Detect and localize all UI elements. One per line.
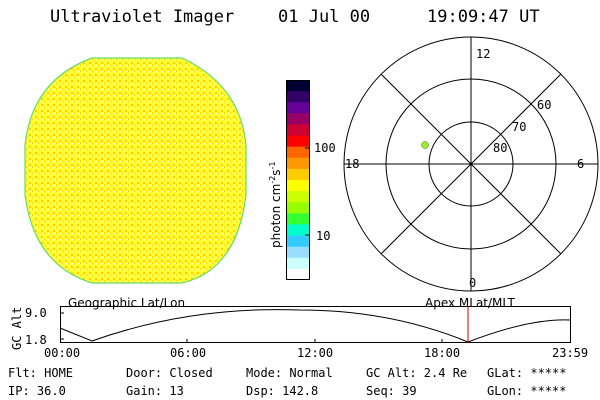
altitude-ylabel: GC Alt: [10, 306, 24, 350]
colorbar-tick-10: 10: [316, 229, 331, 243]
altitude-xtick-1800: 18:00: [424, 346, 461, 360]
altitude-ytick-1-8: 1.8: [25, 333, 47, 347]
altitude-curve: [59, 309, 572, 343]
colorbar-swatch: [286, 180, 310, 192]
colorbar-swatch: [286, 246, 310, 259]
colorbar-swatch: [286, 91, 310, 103]
polar-label-0: 0: [469, 276, 477, 290]
polar-label-12: 12: [476, 47, 491, 61]
colorbar-swatch: [286, 168, 310, 181]
altitude-xtick-2359: 23:59: [552, 346, 589, 360]
status-ip: IP: 36.0: [8, 384, 66, 398]
polar-lat-60: 60: [537, 98, 552, 112]
disk-edge: [24, 57, 247, 284]
polar-label-6: 6: [577, 157, 585, 171]
altitude-plot: [59, 306, 572, 343]
colorbar-label-main: photon cm: [269, 183, 283, 248]
date-label: 01 Jul 00: [278, 7, 371, 27]
colorbar-swatch: [286, 113, 310, 125]
colorbar-swatch: [286, 268, 310, 281]
colorbar-label-s: s: [269, 169, 283, 176]
colorbar-tick-marks: [305, 147, 310, 236]
altitude-ytick-9: 9.0: [25, 306, 47, 320]
status-gain: Gain: 13: [126, 384, 184, 398]
polar-lat-80: 80: [493, 141, 508, 155]
colorbar-swatch: [286, 102, 310, 114]
colorbar-swatch: [286, 224, 310, 237]
status-glon: GLon: *****: [487, 384, 567, 398]
instrument-title: Ultraviolet Imager: [50, 7, 235, 27]
polar-label-18: 18: [345, 157, 360, 171]
polar-plot: [343, 36, 599, 292]
colorbar-swatch: [286, 257, 310, 270]
status-mode: Mode: Normal: [246, 366, 333, 380]
status-glat: GLat: *****: [487, 366, 567, 380]
colorbar-label-exp2: -1: [268, 161, 277, 170]
colorbar-swatch: [286, 80, 310, 92]
time-label: 19:09:47 UT: [427, 7, 540, 27]
colorbar-swatch: [286, 135, 310, 148]
colorbar-swatch: [286, 124, 310, 137]
colorbar-label: photon cm-2s-1: [268, 161, 283, 248]
colorbar-label-exp1: -2: [268, 175, 277, 184]
status-filter: Flt: HOME: [8, 366, 74, 380]
uv-image-disk: [24, 57, 247, 284]
colorbar-swatch: [286, 202, 310, 214]
colorbar-swatch: [286, 146, 310, 159]
polar-lat-70: 70: [512, 120, 527, 134]
status-door: Door: Closed: [126, 366, 213, 380]
colorbar: [286, 80, 310, 281]
colorbar-swatch: [286, 191, 310, 203]
status-dsp: Dsp: 142.8: [246, 384, 319, 398]
altitude-xtick-1200: 12:00: [297, 346, 334, 360]
colorbar-swatch: [286, 235, 310, 248]
status-seq: Seq: 39: [366, 384, 417, 398]
altitude-xtick-0000: 00:00: [44, 346, 81, 360]
colorbar-swatch: [286, 213, 310, 225]
status-gc-alt: GC Alt: 2.4 Re: [366, 366, 468, 380]
colorbar-border: [286, 80, 310, 280]
polar-marker: [421, 141, 429, 149]
altitude-xtick-0600: 06:00: [170, 346, 207, 360]
colorbar-swatch: [286, 157, 310, 170]
colorbar-tick-100: 100: [314, 141, 336, 155]
